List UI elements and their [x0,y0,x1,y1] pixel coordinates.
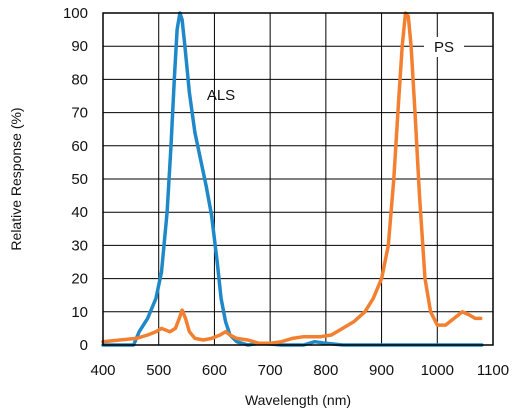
y-tick-label: 50 [71,171,88,188]
x-tick-label: 1100 [477,362,509,379]
plot-frame [102,12,494,346]
x-tick-label: 400 [90,362,115,379]
y-tick-label: 70 [71,105,88,122]
x-tick-label: 500 [146,362,171,379]
x-axis-title: Wavelength (nm) [245,392,351,408]
gridlines [102,12,494,346]
series-label-ps: PS [434,39,454,56]
series-label-ps-background [424,37,464,57]
y-tick-label: 10 [71,304,88,321]
series-labels: ALS PS [207,37,464,104]
x-tick-label: 1000 [421,362,454,379]
y-tick-label: 40 [71,204,88,221]
x-tick-label: 800 [313,362,338,379]
y-axis-title: Relative Response (%) [8,107,24,250]
y-tick-label: 80 [71,71,88,88]
series-label-als: ALS [207,87,235,104]
series-line-ps [101,11,483,346]
x-tick-label: 600 [202,362,227,379]
x-tick-label: 900 [369,362,394,379]
x-tick-label: 700 [258,362,283,379]
y-tick-label: 30 [71,237,88,254]
y-tick-label: 0 [80,337,88,354]
y-tick-label: 100 [63,5,88,22]
tick-labels: 400 500 600 700 800 900 1000 1100 0 10 20 30 40 50 60 7… [63,5,509,379]
y-tick-label: 20 [71,271,88,288]
y-tick-label: 60 [71,138,88,155]
y-tick-label: 90 [71,38,88,55]
